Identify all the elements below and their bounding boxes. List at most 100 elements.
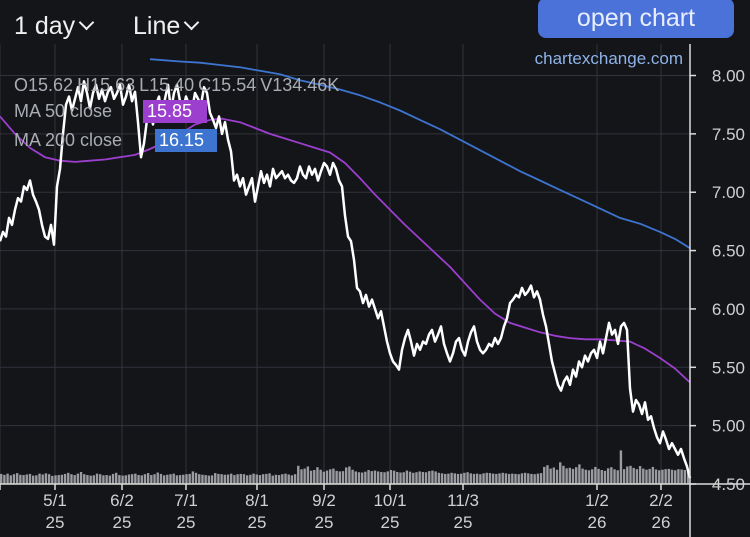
volume-bar xyxy=(31,475,35,484)
chart-type-selector[interactable]: Line xyxy=(133,12,200,41)
volume-bar xyxy=(220,474,223,484)
volume-bar xyxy=(575,467,578,484)
volume-bar xyxy=(549,468,552,484)
price-chart[interactable]: 8.00 7.50 7.00 6.50 6.00 5.50 5.00 4.50 5/1 25 6/… xyxy=(0,44,750,537)
volume-bar xyxy=(626,466,629,484)
volume-bar xyxy=(680,469,683,484)
volume-bar xyxy=(418,471,421,484)
series-line-ma-200 xyxy=(149,58,691,249)
volume-bar xyxy=(386,471,389,484)
x-tick-label: 9/2 xyxy=(312,491,336,510)
volume-bar xyxy=(632,467,635,484)
volume-bar xyxy=(571,468,575,484)
volume-bar xyxy=(316,467,319,484)
volume-bar xyxy=(629,465,632,484)
volume-bar xyxy=(265,473,268,484)
volume-bar xyxy=(287,474,290,484)
volume-bar xyxy=(507,473,511,484)
volume-bar xyxy=(9,475,12,484)
volume-bar xyxy=(134,473,137,484)
y-tick-label: 8.00 xyxy=(712,67,745,86)
volume-bar xyxy=(290,475,294,484)
x-tick-label: 1/2 xyxy=(585,491,609,510)
ma200-label: MA 200 close xyxy=(14,130,122,150)
volume-bar xyxy=(536,473,540,484)
volume-bar xyxy=(242,474,246,484)
volume-bar xyxy=(543,466,546,484)
volume-bar xyxy=(552,467,556,484)
volume-bar xyxy=(568,467,571,484)
volume-bar xyxy=(402,472,405,484)
volume-bar xyxy=(491,473,495,484)
volume-bar xyxy=(175,475,179,484)
close-label: C xyxy=(198,75,211,95)
volume-bar xyxy=(306,466,310,484)
volume-bar xyxy=(622,469,626,484)
volume-bar xyxy=(654,469,658,484)
volume-bar xyxy=(555,469,559,484)
volume-bar xyxy=(57,475,60,484)
volume-bar xyxy=(297,465,300,484)
volume-bar xyxy=(293,474,297,484)
volume-bar xyxy=(332,468,335,484)
open-value: 15.62 xyxy=(28,75,73,95)
volume-bar xyxy=(686,469,690,484)
open-chart-button[interactable]: open chart xyxy=(538,0,734,38)
volume-bar xyxy=(616,470,619,484)
volume-bar xyxy=(124,475,127,484)
volume-bar xyxy=(245,475,249,484)
volume-bar xyxy=(137,475,140,484)
volume-bar xyxy=(364,471,367,484)
high-label: H xyxy=(77,75,90,95)
chevron-down-icon xyxy=(183,14,200,31)
volume-bar xyxy=(338,471,341,484)
ma50-label: MA 50 close xyxy=(14,101,112,121)
volume-bar xyxy=(351,469,354,484)
volume-bar xyxy=(389,470,393,484)
volume-bar xyxy=(495,473,498,484)
volume-bar xyxy=(70,474,73,484)
volume-bar xyxy=(517,474,520,484)
volume-bar xyxy=(325,470,329,484)
volume-bar xyxy=(488,473,492,484)
volume-bar xyxy=(408,471,412,484)
ohlc-readout: O15.62 H15.63 L15.40 C15.54 V134.46K xyxy=(14,75,339,95)
chart-type-label: Line xyxy=(133,12,181,40)
volume-bar xyxy=(92,475,96,484)
volume-bar xyxy=(255,474,258,484)
volume-bar xyxy=(424,472,428,484)
volume-bar xyxy=(485,472,488,484)
volume-bar xyxy=(638,466,642,484)
y-axis-ticks: 8.00 7.50 7.00 6.50 6.00 5.50 5.00 4.50 xyxy=(690,67,745,494)
x-tick-label: 6/2 xyxy=(110,491,134,510)
high-value: 15.63 xyxy=(90,75,135,95)
volume-bar xyxy=(565,468,568,484)
ma50-value-badge xyxy=(143,100,207,123)
x-tick-year-label: 25 xyxy=(46,513,65,532)
volume-bar xyxy=(185,474,188,484)
volume-bar xyxy=(530,473,533,484)
series-lines xyxy=(0,58,692,479)
y-tick-label: 5.50 xyxy=(712,358,745,377)
y-tick-label: 4.50 xyxy=(712,475,745,494)
volume-bar xyxy=(559,462,562,484)
volume-bar xyxy=(25,474,28,484)
volume-bar xyxy=(86,475,89,484)
volume-bar xyxy=(434,471,437,484)
volume-bar xyxy=(44,473,48,484)
volume-bar xyxy=(284,473,287,484)
volume-bar xyxy=(428,471,431,484)
watermark: chartexchange.com xyxy=(535,49,683,68)
volume-bar xyxy=(249,474,252,484)
volume-bar xyxy=(405,470,409,484)
volume-bar xyxy=(635,469,639,484)
volume-bar xyxy=(466,472,469,484)
volume-bar xyxy=(271,475,274,484)
ma200-value: 16.15 xyxy=(159,130,204,150)
volume-bar xyxy=(603,470,607,484)
volume-bar xyxy=(450,472,453,484)
x-tick-label: 5/1 xyxy=(43,491,67,510)
volume-bar xyxy=(300,469,303,484)
interval-selector[interactable]: 1 day xyxy=(14,12,95,41)
volume-bar xyxy=(578,464,581,484)
